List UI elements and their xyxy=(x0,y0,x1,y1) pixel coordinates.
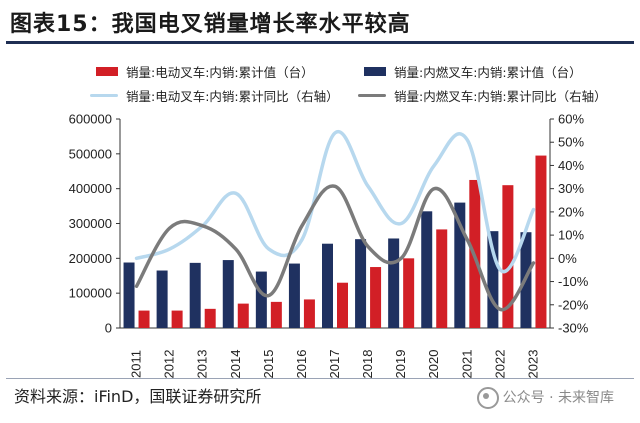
bar-ice-sales xyxy=(322,243,333,328)
y-right-tick-label: 10% xyxy=(558,228,584,243)
bar-ev-sales xyxy=(403,258,415,328)
bar-ev-sales xyxy=(171,310,183,328)
bar-ev-sales xyxy=(436,229,448,328)
bar-ev-sales xyxy=(270,301,282,328)
y-left-tick-label: 500000 xyxy=(69,146,112,161)
legend-item-ice-sales: 销量:内燃叉车:内销:累计值（台） xyxy=(364,62,582,81)
legend-item-ev-sales: 销量:电动叉车:内销:累计值（台） xyxy=(96,62,314,81)
bar-ev-sales xyxy=(535,155,547,328)
bar-ice-sales xyxy=(156,270,168,328)
y-right-tick-label: 50% xyxy=(558,135,584,150)
x-tick-label: 2011 xyxy=(129,350,144,378)
legend-label-ev-yoy: 销量:电动叉车:内销:累计同比（右轴） xyxy=(126,89,339,104)
legend-swatch-ice-sales xyxy=(364,67,386,76)
legend: 销量:电动叉车:内销:累计值（台） 销量:内燃叉车:内销:累计值（台） 销量:电… xyxy=(90,62,626,108)
x-tick-label: 2012 xyxy=(162,350,177,378)
bar-ice-sales xyxy=(388,238,400,328)
chart-plot: 0 100000 200000 300000 400000 500000 600000 -30… xyxy=(69,112,589,379)
x-tick-label: 2018 xyxy=(360,350,375,378)
x-tick-label: 2023 xyxy=(525,350,540,378)
bar-ice-sales xyxy=(487,231,499,328)
bar-ice-sales xyxy=(288,263,300,328)
legend-item-ice-yoy: 销量:内燃叉车:内销:累计同比（右轴） xyxy=(358,86,607,105)
legend-label-ev-sales: 销量:电动叉车:内销:累计值（台） xyxy=(126,65,314,80)
legend-label-ice-sales: 销量:内燃叉车:内销:累计值（台） xyxy=(394,65,582,80)
legend-swatch-ev-yoy xyxy=(90,94,118,97)
y-left-tick-label: 0 xyxy=(105,321,112,336)
bar-ice-sales xyxy=(355,239,367,328)
bar-ev-sales xyxy=(204,308,216,328)
bar-ice-sales xyxy=(421,211,433,328)
chart-title: 图表15：我国电叉销量增长率水平较高 xyxy=(10,12,411,37)
y-right-tick-label: -10% xyxy=(558,274,589,289)
legend-label-ice-yoy: 销量:内燃叉车:内销:累计同比（右轴） xyxy=(394,89,607,104)
bar-ev-sales xyxy=(303,299,315,328)
line-ice-yoy xyxy=(134,184,536,312)
y-left-tick-label: 400000 xyxy=(69,181,112,196)
watermark-text: 公众号 · 未来智库 xyxy=(502,390,614,406)
y-right-tick-label: 20% xyxy=(558,204,584,219)
source-divider xyxy=(6,378,634,379)
y-right-tick-label: 60% xyxy=(558,112,584,127)
y-right-tick-label: -30% xyxy=(558,321,589,336)
x-tick-label: 2014 xyxy=(228,350,243,378)
bar-ice-sales xyxy=(454,202,466,328)
y-right-tick-label: 30% xyxy=(558,181,584,196)
bar-ice-sales xyxy=(189,262,201,328)
bar-ev-sales xyxy=(237,303,249,328)
x-tick-label: 2016 xyxy=(294,350,309,378)
bar-ice-sales xyxy=(123,262,135,328)
line-ev-yoy xyxy=(134,129,536,274)
x-tick-label: 2015 xyxy=(261,350,276,378)
bar-ice-sales xyxy=(255,271,267,328)
x-tick-label: 2020 xyxy=(426,350,441,378)
y-left-tick-label: 200000 xyxy=(69,251,112,266)
bar-ev-sales xyxy=(370,267,382,328)
legend-swatch-ev-sales xyxy=(96,67,118,76)
wechat-icon xyxy=(476,387,499,409)
title-divider xyxy=(6,41,634,44)
x-tick-label: 2021 xyxy=(459,350,474,378)
bar-ev-sales xyxy=(502,185,514,328)
x-tick-label: 2017 xyxy=(327,350,342,378)
y-right-tick-label: 0% xyxy=(558,251,577,266)
legend-swatch-ice-yoy xyxy=(358,94,386,97)
x-tick-label: 2013 xyxy=(195,350,210,378)
bar-ice-sales xyxy=(222,260,234,328)
y-left-tick-label: 300000 xyxy=(69,216,112,231)
y-left-tick-label: 600000 xyxy=(69,112,112,127)
x-tick-label: 2022 xyxy=(492,350,507,378)
y-right-tick-label: -20% xyxy=(558,297,589,312)
x-tick-label: 2019 xyxy=(393,350,408,378)
y-right-tick-label: 40% xyxy=(558,158,584,173)
watermark: 公众号 · 未来智库 xyxy=(476,387,614,409)
bar-ev-sales xyxy=(337,282,348,328)
source-note: 资料来源：iFinD，国联证券研究所 xyxy=(14,387,262,406)
y-left-tick-label: 100000 xyxy=(69,286,112,301)
bar-ev-sales xyxy=(138,310,150,328)
legend-item-ev-yoy: 销量:电动叉车:内销:累计同比（右轴） xyxy=(90,86,339,105)
